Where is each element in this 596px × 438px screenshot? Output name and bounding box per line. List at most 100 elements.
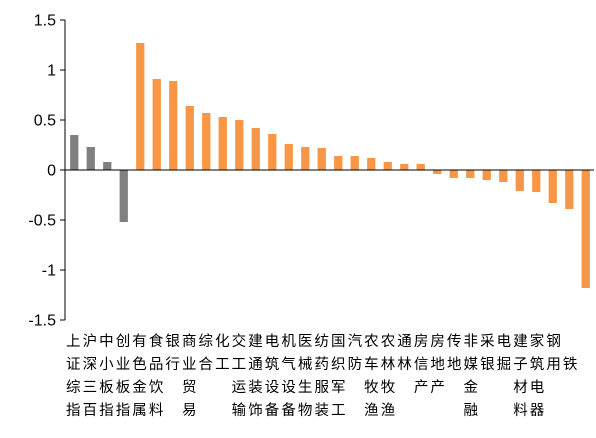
category-label-char: 用 xyxy=(546,357,561,373)
category-label-char: 深 xyxy=(83,356,98,373)
category-label-char: 家 xyxy=(530,333,545,350)
category-label-char: 金 xyxy=(464,379,479,396)
bar-17 xyxy=(334,156,343,170)
bar-11 xyxy=(235,120,244,170)
category-label-char: 媒 xyxy=(464,356,479,373)
bar-28 xyxy=(515,170,524,191)
bar-31 xyxy=(565,170,574,209)
category-label-char: 商 xyxy=(182,333,197,350)
category-label-char: 林 xyxy=(397,356,412,373)
category-label-char: 军 xyxy=(331,380,346,396)
category-label-char: 备 xyxy=(281,402,296,419)
category-label-char: 房 xyxy=(414,333,429,350)
category-label-char: 输 xyxy=(232,402,247,419)
category-label-char: 通 xyxy=(248,356,263,373)
category-label-char: 交 xyxy=(232,332,247,350)
category-label-char: 钢 xyxy=(546,333,561,350)
bar-30 xyxy=(548,170,557,203)
bar-21 xyxy=(400,164,409,170)
category-label-char: 有 xyxy=(132,333,147,350)
category-label-char: 建 xyxy=(248,333,263,350)
category-label-char: 综 xyxy=(66,379,81,396)
bar-8 xyxy=(185,106,194,170)
category-label-char: 行 xyxy=(165,356,180,373)
bar-14 xyxy=(284,144,293,170)
category-label-char: 设 xyxy=(265,379,280,396)
category-label-char: 信 xyxy=(414,356,429,373)
bar-32 xyxy=(581,170,590,288)
category-label-char: 建 xyxy=(513,333,528,350)
category-label-char: 生 xyxy=(298,379,313,396)
category-label-char: 食 xyxy=(149,333,164,350)
category-label-char: 农 xyxy=(381,333,396,350)
category-label-char: 料 xyxy=(513,402,528,419)
y-tick-label: 0 xyxy=(47,163,56,180)
category-label-char: 物 xyxy=(298,402,313,419)
category-label-char: 农 xyxy=(364,333,379,350)
category-label-char: 渔 xyxy=(381,402,396,419)
category-label-char: 工 xyxy=(232,357,247,373)
category-label-char: 车 xyxy=(364,356,379,373)
bar-25 xyxy=(466,170,475,178)
category-label-char: 传 xyxy=(447,333,462,350)
bar-1 xyxy=(70,135,79,170)
category-label-char: 贸 xyxy=(182,379,197,396)
category-label-char: 运 xyxy=(232,379,247,396)
category-label-char: 装 xyxy=(248,379,263,396)
category-label-char: 筑 xyxy=(530,356,545,373)
category-label-char: 器 xyxy=(530,403,545,419)
category-label-char: 牧 xyxy=(381,379,396,396)
axis-layer: 1.5 1 0.5 0 -0.5 -1 -1.5 xyxy=(28,13,594,330)
category-label-char: 通 xyxy=(397,333,412,350)
bar-27 xyxy=(499,170,508,182)
category-label-char: 产 xyxy=(430,379,445,396)
category-label-char: 电 xyxy=(530,379,545,396)
category-label-char: 业 xyxy=(182,356,197,373)
category-label-char: 合 xyxy=(199,356,214,373)
category-label-char: 业 xyxy=(116,356,131,373)
bar-20 xyxy=(383,162,392,170)
category-label-char: 色 xyxy=(132,356,147,373)
category-label-char: 三 xyxy=(83,380,98,396)
bar-6 xyxy=(152,79,161,170)
category-label-char: 融 xyxy=(464,402,479,419)
category-label-char: 创 xyxy=(116,333,131,350)
y-tick-label: -1.5 xyxy=(28,313,56,330)
category-label-char: 渔 xyxy=(364,402,379,419)
y-tick-label: -0.5 xyxy=(28,213,56,230)
y-tick-label: 1.5 xyxy=(34,13,56,30)
category-label-char: 中 xyxy=(99,333,114,350)
category-label-char: 林 xyxy=(381,356,396,373)
category-label-char: 沪 xyxy=(83,333,98,350)
category-label-char: 工 xyxy=(215,357,230,373)
bars-layer xyxy=(70,43,590,288)
category-label-char: 采 xyxy=(480,333,495,350)
bar-15 xyxy=(301,147,310,170)
y-tick-label: 0.5 xyxy=(34,113,56,130)
category-label-char: 银 xyxy=(480,356,495,373)
category-label-char: 综 xyxy=(199,333,214,350)
category-label-char: 金 xyxy=(132,379,147,396)
category-label-char: 筑 xyxy=(265,356,280,373)
bar-12 xyxy=(251,128,260,170)
category-label-char: 织 xyxy=(331,356,346,373)
category-label-char: 国 xyxy=(331,334,346,350)
bar-7 xyxy=(169,81,178,170)
category-label-char: 指 xyxy=(66,402,81,419)
category-label-char: 工 xyxy=(331,403,346,419)
category-label-char: 属 xyxy=(132,403,147,419)
category-label-char: 气 xyxy=(281,356,296,373)
category-label-char: 饰 xyxy=(248,402,263,419)
y-tick-label: 1 xyxy=(47,63,56,80)
category-label-char: 汽 xyxy=(348,333,363,350)
category-label-char: 料 xyxy=(149,402,164,419)
category-label-char: 指 xyxy=(99,402,114,419)
category-label-char: 房 xyxy=(430,333,445,350)
category-label-char: 械 xyxy=(298,356,313,373)
category-label-char: 板 xyxy=(99,378,114,396)
bar-26 xyxy=(482,170,491,180)
category-label-char: 指 xyxy=(116,402,131,419)
category-label-char: 铁 xyxy=(563,356,578,373)
